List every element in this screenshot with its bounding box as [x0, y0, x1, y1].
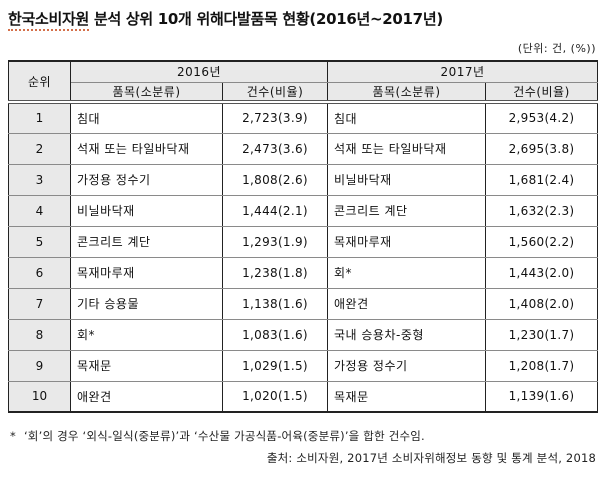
rank-cell: 1 — [8, 101, 71, 134]
item-2016-cell: 가정용 정수기 — [70, 163, 223, 196]
count-2017-cell: 1,681(2.4) — [485, 163, 598, 196]
count-2017-cell: 1,632(2.3) — [485, 194, 598, 227]
count-2016-cell: 1,138(1.6) — [222, 287, 328, 320]
count-2016-cell: 1,444(2.1) — [222, 194, 328, 227]
item-2017-cell: 가정용 정수기 — [327, 349, 486, 382]
rank-cell: 10 — [8, 380, 71, 413]
table-header: 순위 2016년 2017년 품목(소분류) 건수(비율) 품목(소분류) 건수… — [8, 60, 598, 104]
table-row: 10 애완견 1,020(1.5) 목재문 1,139(1.6) — [8, 380, 598, 413]
count-2016-cell: 1,238(1.8) — [222, 256, 328, 289]
rank-cell: 8 — [8, 318, 71, 351]
header-year-2017: 2017년 — [327, 60, 598, 83]
rank-cell: 3 — [8, 163, 71, 196]
item-2016-cell: 콘크리트 계단 — [70, 225, 223, 258]
rank-cell: 9 — [8, 349, 71, 382]
item-2017-cell: 애완견 — [327, 287, 486, 320]
item-2017-cell: 침대 — [327, 101, 486, 134]
item-2016-cell: 회* — [70, 318, 223, 351]
page-title: 한국소비자원 분석 상위 10개 위해다발품목 현황(2016년~2017년) — [8, 8, 443, 31]
table-row: 7 기타 승용물 1,138(1.6) 애완견 1,408(2.0) — [8, 287, 598, 320]
table-row: 2 석재 또는 타일바닥재 2,473(3.6) 석재 또는 타일바닥재 2,6… — [8, 132, 598, 165]
header-rank: 순위 — [8, 60, 71, 104]
count-2017-cell: 1,139(1.6) — [485, 380, 598, 413]
table-row: 6 목재마루재 1,238(1.8) 회* 1,443(2.0) — [8, 256, 598, 289]
item-2016-cell: 비닐바닥재 — [70, 194, 223, 227]
count-2017-cell: 1,443(2.0) — [485, 256, 598, 289]
header-count-2017: 건수(비율) — [485, 81, 598, 104]
item-2016-cell: 침대 — [70, 101, 223, 134]
header-year-2016: 2016년 — [70, 60, 328, 83]
rank-cell: 6 — [8, 256, 71, 289]
rank-cell: 2 — [8, 132, 71, 165]
item-2016-cell: 목재문 — [70, 349, 223, 382]
table-row: 8 회* 1,083(1.6) 국내 승용차-중형 1,230(1.7) — [8, 318, 598, 351]
item-2017-cell: 목재마루재 — [327, 225, 486, 258]
count-2017-cell: 1,208(1.7) — [485, 349, 598, 382]
item-2016-cell: 기타 승용물 — [70, 287, 223, 320]
header-count-2016: 건수(비율) — [222, 81, 328, 104]
table-row: 1 침대 2,723(3.9) 침대 2,953(4.2) — [8, 101, 598, 134]
count-2017-cell: 1,408(2.0) — [485, 287, 598, 320]
count-2017-cell: 2,953(4.2) — [485, 101, 598, 134]
header-item-2017: 품목(소분류) — [327, 81, 486, 104]
header-item-2016: 품목(소분류) — [70, 81, 223, 104]
header-label-row: 품목(소분류) 건수(비율) 품목(소분류) 건수(비율) — [9, 81, 598, 104]
page-title-highlighted: 한국소비자원 — [8, 10, 89, 31]
count-2017-cell: 2,695(3.8) — [485, 132, 598, 165]
count-2016-cell: 1,808(2.6) — [222, 163, 328, 196]
table-row: 4 비닐바닥재 1,444(2.1) 콘크리트 계단 1,632(2.3) — [8, 194, 598, 227]
count-2016-cell: 1,293(1.9) — [222, 225, 328, 258]
footnote: * ‘회’의 경우 ‘외식-일식(중분류)’과 ‘수산물 가공식품-어육(중분류)… — [10, 428, 425, 444]
hazard-items-table: 순위 2016년 2017년 품목(소분류) 건수(비율) 품목(소분류) 건수… — [8, 60, 598, 413]
item-2016-cell: 석재 또는 타일바닥재 — [70, 132, 223, 165]
rank-cell: 5 — [8, 225, 71, 258]
item-2016-cell: 애완견 — [70, 380, 223, 413]
item-2017-cell: 국내 승용차-중형 — [327, 318, 486, 351]
rank-cell: 7 — [8, 287, 71, 320]
count-2017-cell: 1,230(1.7) — [485, 318, 598, 351]
count-2016-cell: 1,083(1.6) — [222, 318, 328, 351]
footnote-text: ‘회’의 경우 ‘외식-일식(중분류)’과 ‘수산물 가공식품-어육(중분류)’… — [23, 429, 425, 443]
count-2016-cell: 2,473(3.6) — [222, 132, 328, 165]
count-2016-cell: 2,723(3.9) — [222, 101, 328, 134]
table-row: 5 콘크리트 계단 1,293(1.9) 목재마루재 1,560(2.2) — [8, 225, 598, 258]
item-2017-cell: 콘크리트 계단 — [327, 194, 486, 227]
count-2016-cell: 1,020(1.5) — [222, 380, 328, 413]
footnote-marker: * — [10, 429, 16, 443]
item-2017-cell: 회* — [327, 256, 486, 289]
header-year-row: 순위 2016년 2017년 — [8, 60, 598, 104]
count-2017-cell: 1,560(2.2) — [485, 225, 598, 258]
table-body: 1 침대 2,723(3.9) 침대 2,953(4.2) 2 석재 또는 타일… — [8, 101, 598, 413]
item-2017-cell: 목재문 — [327, 380, 486, 413]
unit-note: (단위: 건, (%)) — [517, 42, 596, 55]
item-2016-cell: 목재마루재 — [70, 256, 223, 289]
table-row: 9 목재문 1,029(1.5) 가정용 정수기 1,208(1.7) — [8, 349, 598, 382]
count-2016-cell: 1,029(1.5) — [222, 349, 328, 382]
table-row: 3 가정용 정수기 1,808(2.6) 비닐바닥재 1,681(2.4) — [8, 163, 598, 196]
page-title-rest: 분석 상위 10개 위해다발품목 현황(2016년~2017년) — [89, 10, 443, 28]
item-2017-cell: 비닐바닥재 — [327, 163, 486, 196]
item-2017-cell: 석재 또는 타일바닥재 — [327, 132, 486, 165]
source-line: 출처: 소비자원, 2017년 소비자위해정보 동향 및 통계 분석, 2018 — [266, 451, 596, 465]
rank-cell: 4 — [8, 194, 71, 227]
